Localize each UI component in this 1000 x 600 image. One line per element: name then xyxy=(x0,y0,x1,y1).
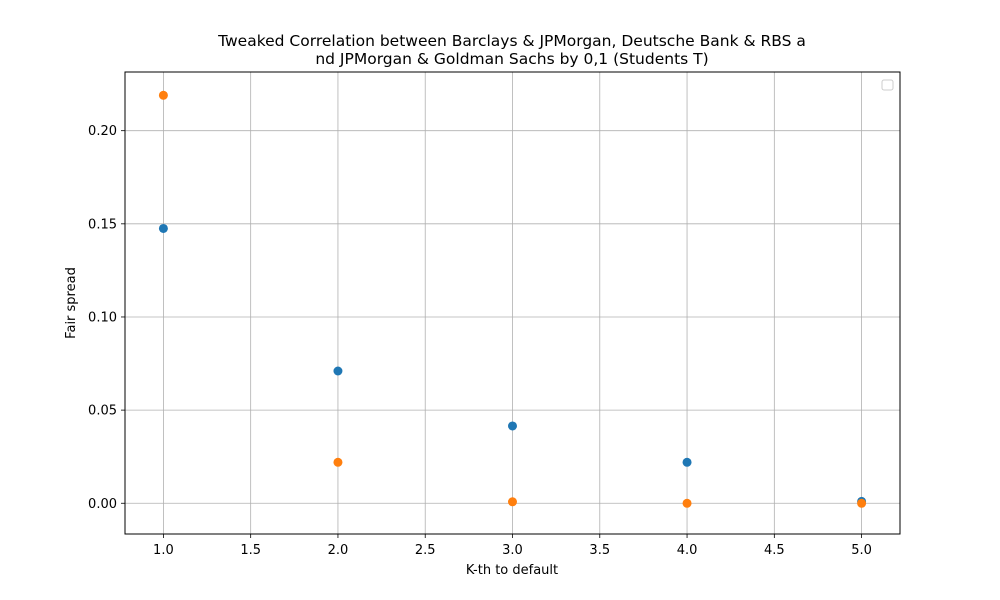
series-2-point xyxy=(857,498,867,508)
series-1-point xyxy=(158,223,168,233)
series-2-point xyxy=(333,457,343,467)
x-tick-label: 4.5 xyxy=(764,543,785,558)
series-1-point xyxy=(333,366,343,376)
y-tick-label: 0.05 xyxy=(88,404,117,419)
x-tick-label: 3.5 xyxy=(589,543,610,558)
x-tick-label: 4.0 xyxy=(677,543,698,558)
grid-lines xyxy=(125,72,900,534)
y-tick-label: 0.00 xyxy=(88,497,117,512)
x-tick-label: 2.5 xyxy=(415,543,436,558)
series-2-point xyxy=(508,497,517,507)
plot-area-frame xyxy=(124,71,901,535)
chart-title-line-1: Tweaked Correlation between Barclays & J… xyxy=(217,32,806,50)
legend-box xyxy=(881,79,894,91)
y-axis-label: Fair spread xyxy=(64,267,79,339)
x-tick-label: 1.0 xyxy=(153,543,174,558)
axis-ticks: 1.0 1.5 2.0 2.5 3.0 3.5 4.0 4.5 5.0 0.00 0.05 0.10 0… xyxy=(88,124,872,558)
series-2-point xyxy=(682,498,692,508)
series-1-point xyxy=(682,457,692,467)
x-tick-label: 3.0 xyxy=(502,543,523,558)
y-tick-label: 0.10 xyxy=(88,310,117,325)
x-tick-label: 1.5 xyxy=(240,543,261,558)
y-tick-label: 0.20 xyxy=(88,124,117,139)
y-tick-label: 0.15 xyxy=(88,217,117,232)
legend xyxy=(881,79,894,91)
x-tick-label: 5.0 xyxy=(851,543,872,558)
x-tick-label: 2.0 xyxy=(328,543,349,558)
x-axis-label: K-th to default xyxy=(466,563,558,578)
series-2-point xyxy=(158,90,168,100)
data-points xyxy=(158,90,867,508)
chart-title-line-2: nd JPMorgan & Goldman Sachs by 0,1 (Stud… xyxy=(315,50,708,68)
series-1-point xyxy=(508,421,517,431)
